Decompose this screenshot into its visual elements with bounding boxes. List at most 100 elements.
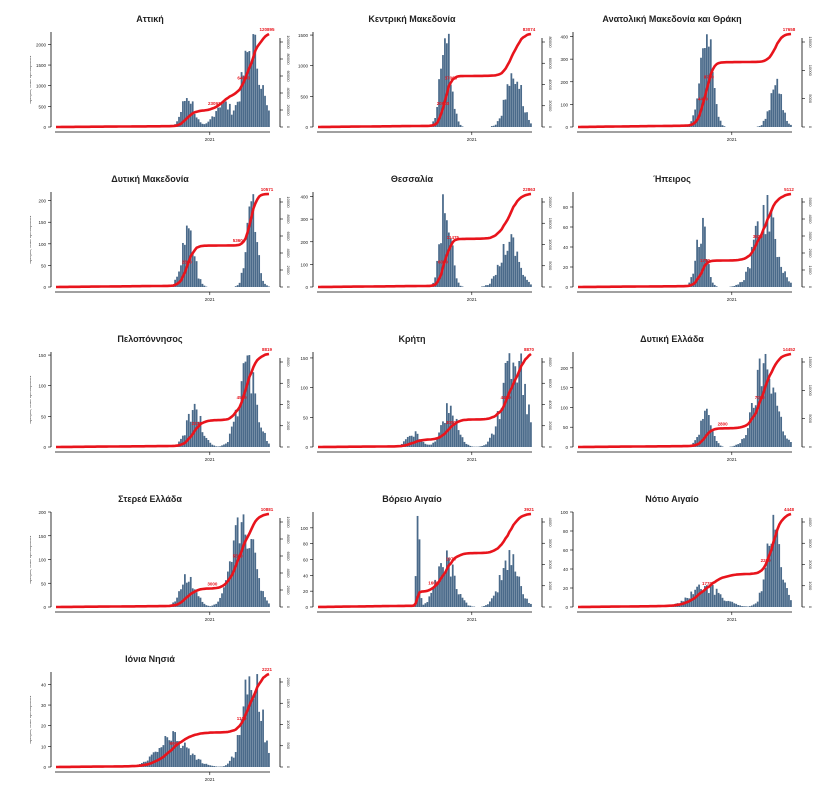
daily-cases-bar	[710, 277, 712, 287]
daily-cases-bar	[790, 283, 792, 287]
daily-cases-bar	[704, 411, 706, 447]
cumulative-annotation: 8870	[524, 347, 535, 352]
daily-cases-bar	[780, 94, 782, 127]
cumulative-annotation: 1750	[700, 258, 711, 263]
left-tick-label: 200	[38, 199, 46, 204]
daily-cases-bar	[499, 575, 501, 607]
daily-cases-bar	[731, 602, 733, 607]
daily-cases-bar	[524, 112, 526, 127]
daily-cases-bar	[192, 410, 194, 447]
cumulative-annotation: 5360	[233, 238, 244, 243]
daily-cases-bar	[215, 604, 217, 607]
daily-cases-bar	[239, 283, 241, 287]
daily-cases-bar	[258, 422, 260, 447]
daily-cases-bar	[252, 699, 254, 767]
daily-cases-bar	[512, 363, 514, 447]
daily-cases-bar	[483, 286, 485, 287]
daily-cases-bar	[260, 89, 262, 127]
cumulative-annotation: 4400	[698, 96, 709, 101]
daily-cases-bar	[712, 283, 714, 287]
daily-cases-bar	[186, 747, 188, 767]
daily-cases-bar	[186, 98, 188, 127]
daily-cases-bar	[509, 353, 511, 447]
daily-cases-bar	[256, 69, 258, 127]
daily-cases-bar	[516, 252, 518, 287]
daily-cases-bar	[245, 362, 247, 447]
daily-cases-bar	[733, 603, 735, 607]
cumulative-annotation: 1600	[428, 581, 439, 586]
right-tick-label: 500	[286, 742, 291, 749]
daily-cases-bar	[204, 764, 206, 767]
daily-cases-bar	[526, 414, 528, 447]
daily-cases-bar	[411, 436, 413, 447]
left-tick-label: 40	[303, 573, 309, 578]
daily-cases-bar	[491, 434, 493, 447]
daily-cases-bar	[425, 603, 427, 607]
daily-cases-bar	[450, 85, 452, 127]
daily-cases-bar	[749, 606, 751, 607]
daily-cases-bar	[460, 125, 462, 127]
daily-cases-bar	[487, 285, 489, 287]
right-tick-label: 80000	[286, 53, 291, 65]
daily-cases-bar	[769, 379, 771, 447]
cumulative-annotation: 22863	[523, 187, 536, 192]
daily-cases-bar	[153, 752, 155, 767]
daily-cases-bar	[514, 572, 516, 607]
daily-cases-bar	[186, 226, 188, 287]
daily-cases-bar	[495, 591, 497, 607]
daily-cases-bar	[765, 354, 767, 447]
daily-cases-bar	[706, 409, 708, 447]
daily-cases-bar	[434, 442, 436, 447]
left-tick-label: 80	[303, 542, 309, 547]
daily-cases-bar	[757, 602, 759, 607]
daily-cases-bar	[149, 757, 151, 767]
daily-cases-bar	[190, 755, 192, 767]
right-tick-label: 0	[286, 286, 291, 289]
daily-cases-bar	[516, 576, 518, 607]
cumulative-annotation: 900	[169, 741, 177, 746]
daily-cases-bar	[528, 282, 530, 287]
left-axis-label: Αριθμός νέων κρουσμάτων	[30, 535, 32, 583]
x-tick-label: 2021	[205, 617, 216, 622]
daily-cases-bar	[714, 595, 716, 607]
daily-cases-bar	[497, 592, 499, 607]
left-tick-label: 40	[563, 245, 569, 250]
daily-cases-bar	[489, 438, 491, 447]
left-axis-label: Αριθμός νέων κρουσμάτων	[30, 695, 32, 743]
daily-cases-bar	[763, 205, 765, 287]
left-tick-label: 150	[560, 386, 568, 391]
cumulative-annotation: 8819	[262, 347, 273, 352]
daily-cases-bar	[769, 232, 771, 287]
daily-cases-bar	[739, 443, 741, 447]
daily-cases-bar	[190, 577, 192, 607]
daily-cases-bar	[520, 586, 522, 607]
daily-cases-bar	[223, 445, 225, 447]
daily-cases-bar	[749, 268, 751, 287]
daily-cases-bar	[247, 355, 249, 447]
daily-cases-bar	[763, 363, 765, 447]
x-tick-label: 2021	[205, 137, 216, 142]
daily-cases-bar	[784, 113, 786, 127]
daily-cases-bar	[784, 271, 786, 287]
daily-cases-bar	[518, 577, 520, 607]
daily-cases-bar	[245, 680, 247, 767]
daily-cases-bar	[452, 245, 454, 287]
daily-cases-bar	[718, 593, 720, 607]
daily-cases-bar	[249, 51, 251, 127]
daily-cases-bar	[206, 123, 208, 127]
daily-cases-bar	[207, 606, 209, 607]
daily-cases-bar	[260, 721, 262, 767]
daily-cases-bar	[512, 237, 514, 287]
daily-cases-bar	[174, 732, 176, 767]
daily-cases-bar	[471, 446, 473, 447]
daily-cases-bar	[526, 280, 528, 287]
cumulative-annotation: 11475	[447, 235, 460, 240]
left-tick-label: 0	[43, 285, 46, 290]
daily-cases-bar	[485, 605, 487, 607]
daily-cases-bar	[178, 271, 180, 287]
daily-cases-bar	[192, 253, 194, 287]
daily-cases-bar	[462, 437, 464, 447]
cumulative-annotation: 2800	[718, 421, 729, 426]
